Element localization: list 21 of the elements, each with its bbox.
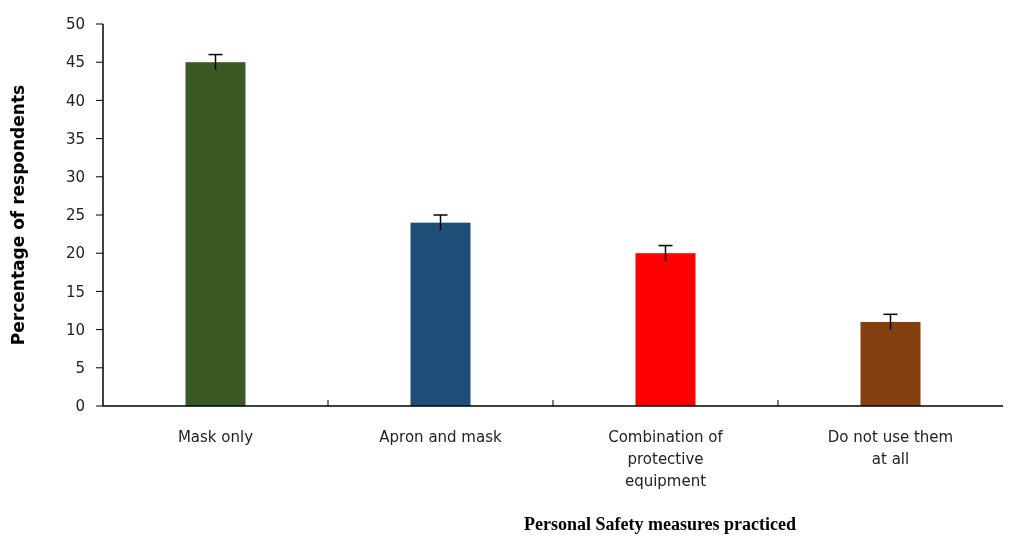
x-tick-label: Do not use them at all xyxy=(827,428,954,468)
y-tick-label: 25 xyxy=(65,206,85,225)
x-axis-title: Personal Safety measures practiced xyxy=(523,514,797,534)
y-tick-label: 30 xyxy=(65,168,85,187)
y-tick-label: 10 xyxy=(65,320,85,339)
y-axis-title: Percentage of respondents xyxy=(8,84,28,346)
y-tick-label: 50 xyxy=(65,15,85,34)
y-tick-label: 5 xyxy=(75,359,85,378)
bar xyxy=(635,253,696,406)
bar xyxy=(410,222,471,406)
bar xyxy=(185,62,246,406)
y-tick-label: 0 xyxy=(75,397,85,416)
x-tick-label: Combination of protective equipment xyxy=(608,428,724,490)
y-tick-label: 40 xyxy=(65,91,85,110)
y-tick-label: 20 xyxy=(65,244,85,263)
y-tick-label: 15 xyxy=(65,282,85,301)
y-tick-label: 45 xyxy=(65,53,85,72)
y-tick-label: 35 xyxy=(65,129,85,148)
bar xyxy=(860,321,921,406)
x-tick-label: Apron and mask xyxy=(379,428,502,446)
x-tick-label: Mask only xyxy=(177,428,254,446)
